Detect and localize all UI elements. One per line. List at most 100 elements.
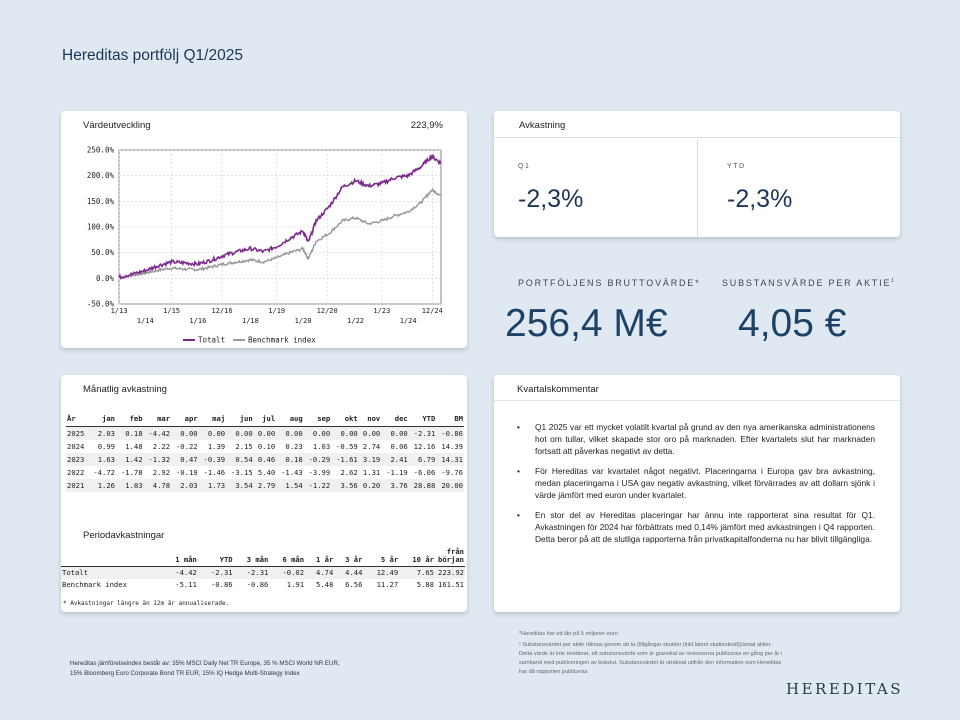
- table-cell: 0.10: [257, 442, 276, 451]
- footnotes: *Hereditas har ett lån på 5 miljoner eur…: [519, 630, 879, 677]
- table-cell: 4.44: [345, 568, 363, 577]
- returns-card: Avkastning Q1 -2,3% YTD -2,3%: [494, 111, 900, 237]
- column-header: [61, 548, 163, 567]
- table-cell: -1.61: [336, 455, 358, 464]
- table-cell: -0.02: [282, 568, 305, 577]
- table-cell: -9.76: [441, 468, 463, 477]
- column-header: 6 mån: [269, 548, 306, 567]
- gross-value: 256,4 M€: [505, 302, 668, 345]
- table-cell: -6.06: [413, 468, 436, 477]
- table-cell: 2025: [67, 429, 85, 438]
- table-cell: 2.41: [390, 455, 408, 464]
- column-header: maj: [198, 414, 227, 427]
- table-cell: 0.00: [340, 429, 358, 438]
- column-header: okt: [331, 414, 359, 427]
- table-cell: 0.00: [257, 429, 276, 438]
- table-cell: -1.19: [386, 468, 408, 477]
- column-header: nov: [358, 414, 382, 427]
- table-cell: 3.56: [340, 481, 358, 490]
- page-title: Hereditas portfölj Q1/2025: [62, 47, 243, 64]
- column-header: mar: [143, 414, 172, 427]
- column-header: sep: [303, 414, 332, 427]
- table-cell: 1.31: [362, 468, 381, 477]
- column-header: År: [66, 414, 89, 427]
- table-cell: 0.00: [285, 429, 303, 438]
- table-cell: -5.11: [175, 580, 197, 589]
- column-header: YTD: [197, 548, 234, 567]
- table-cell: 0.18: [285, 455, 303, 464]
- table-cell: -0.86: [210, 580, 233, 589]
- table-cell: 6.79: [417, 455, 436, 464]
- footnote-loan: *Hereditas har ett lån på 5 miljoner eur…: [519, 631, 618, 637]
- nav-per-share-footnote-mark: 1: [891, 278, 895, 284]
- table-cell: -2.31: [210, 568, 233, 577]
- period-returns-table: 1 mån YTD 3 mån 6 mån 1 år 3 år 5 år 10 år från …: [61, 548, 465, 591]
- commentary-label: Kvartalskommentar: [517, 384, 599, 395]
- table-cell: 6.56: [345, 580, 363, 589]
- footnote-nav-line: ¹ Substansvärdet per aktie räknas genom …: [519, 642, 772, 648]
- footnote-nav-line: har då rapporten publiceras: [519, 669, 588, 675]
- table-cell: -0.39: [203, 455, 226, 464]
- y-tick-label: 250.0%: [87, 146, 115, 155]
- monthly-row: 2021 1.26 1.83 4.78 2.03 1.73 3.54 2.79 1.54 -1.2…: [66, 479, 464, 492]
- table-cell: -0.59: [336, 442, 358, 451]
- table-cell: 1.03: [312, 442, 331, 451]
- table-cell: 1.48: [125, 442, 143, 451]
- table-cell: Benchmark index: [62, 580, 127, 589]
- column-header: feb: [116, 414, 144, 427]
- monthly-row: 2023 1.63 1.42 -1.32 0.47 -0.39 0.54 0.46 0.18 -0…: [66, 453, 464, 466]
- column-header: dec: [381, 414, 409, 427]
- table-cell: 0.99: [97, 442, 116, 451]
- table-cell: 5.40: [257, 468, 276, 477]
- table-cell: -3.99: [308, 468, 331, 477]
- table-cell: 0.00: [390, 429, 408, 438]
- table-cell: 0.18: [125, 429, 143, 438]
- table-cell: 2.03: [180, 481, 198, 490]
- table-cell: 0.06: [390, 442, 408, 451]
- period-row: Totalt -4.42 -2.31 -2.31 -0.02 4.74 4.44 12.49 7…: [61, 566, 465, 579]
- x-tick-label: 12/16: [212, 307, 233, 315]
- commentary-bullet: Q1 2025 var ett mycket volatilt kvartal …: [517, 421, 875, 457]
- table-cell: 2.92: [152, 468, 171, 477]
- monthly-row: 2022 -4.72 -1.78 2.92 -0.19 -1.46 -3.15 5.40 -1.…: [66, 466, 464, 479]
- x-tick-label: 1/13: [111, 307, 128, 315]
- returns-divider: [697, 139, 698, 237]
- table-cell: 12.16: [413, 442, 436, 451]
- legend-label: Benchmark index: [248, 336, 316, 345]
- table-cell: -1.43: [281, 468, 303, 477]
- table-cell: 11.27: [376, 580, 399, 589]
- monthly-returns-table: År jan feb mar apr maj jun jul aug sep okt nov dec YT…: [66, 414, 464, 492]
- table-cell: Totalt: [62, 568, 88, 577]
- table-cell: 0.00: [312, 429, 331, 438]
- x-tick-label: 12/20: [317, 307, 338, 315]
- table-cell: -4.42: [148, 429, 171, 438]
- column-header: 3 år: [334, 548, 364, 567]
- table-cell: 1.73: [207, 481, 226, 490]
- returns-card-label: Avkastning: [519, 120, 566, 131]
- y-tick-label: 150.0%: [87, 197, 115, 206]
- performance-chart: 250.0%200.0%150.0%100.0%50.0%0.0%-50.0% …: [87, 146, 443, 345]
- x-tick-label: 1/14: [137, 317, 154, 325]
- table-cell: -1.78: [120, 468, 143, 477]
- ytd-label: YTD: [727, 163, 746, 170]
- x-tick-label: 1/20: [295, 317, 312, 325]
- table-cell: 3.54: [235, 481, 253, 490]
- column-header: jun: [226, 414, 254, 427]
- period-row: Benchmark index -5.11 -0.86 -0.86 1.91 5.48 6.…: [61, 579, 465, 591]
- table-cell: 2.62: [340, 468, 358, 477]
- table-cell: 1.39: [207, 442, 226, 451]
- table-cell: 1.42: [125, 455, 143, 464]
- column-header: aug: [276, 414, 304, 427]
- table-cell: 161.51: [438, 580, 464, 589]
- table-cell: 5.48: [315, 580, 334, 589]
- table-cell: 2.74: [362, 442, 381, 451]
- table-cell: 0.20: [362, 481, 381, 490]
- table-cell: 1.26: [97, 481, 116, 490]
- returns-header-divider: [494, 137, 900, 138]
- table-cell: 1.54: [285, 481, 303, 490]
- monthly-row: 2024 0.99 1.48 2.22 -0.22 1.39 2.15 0.10 0.23 1.0…: [66, 440, 464, 453]
- table-cell: 3.76: [390, 481, 408, 490]
- chart-card-label: Värdeutveckling: [83, 120, 151, 131]
- x-tick-label: 1/19: [268, 307, 285, 315]
- benchmark-note-line: Hereditas jämförelseindex består av: 35%…: [70, 660, 340, 667]
